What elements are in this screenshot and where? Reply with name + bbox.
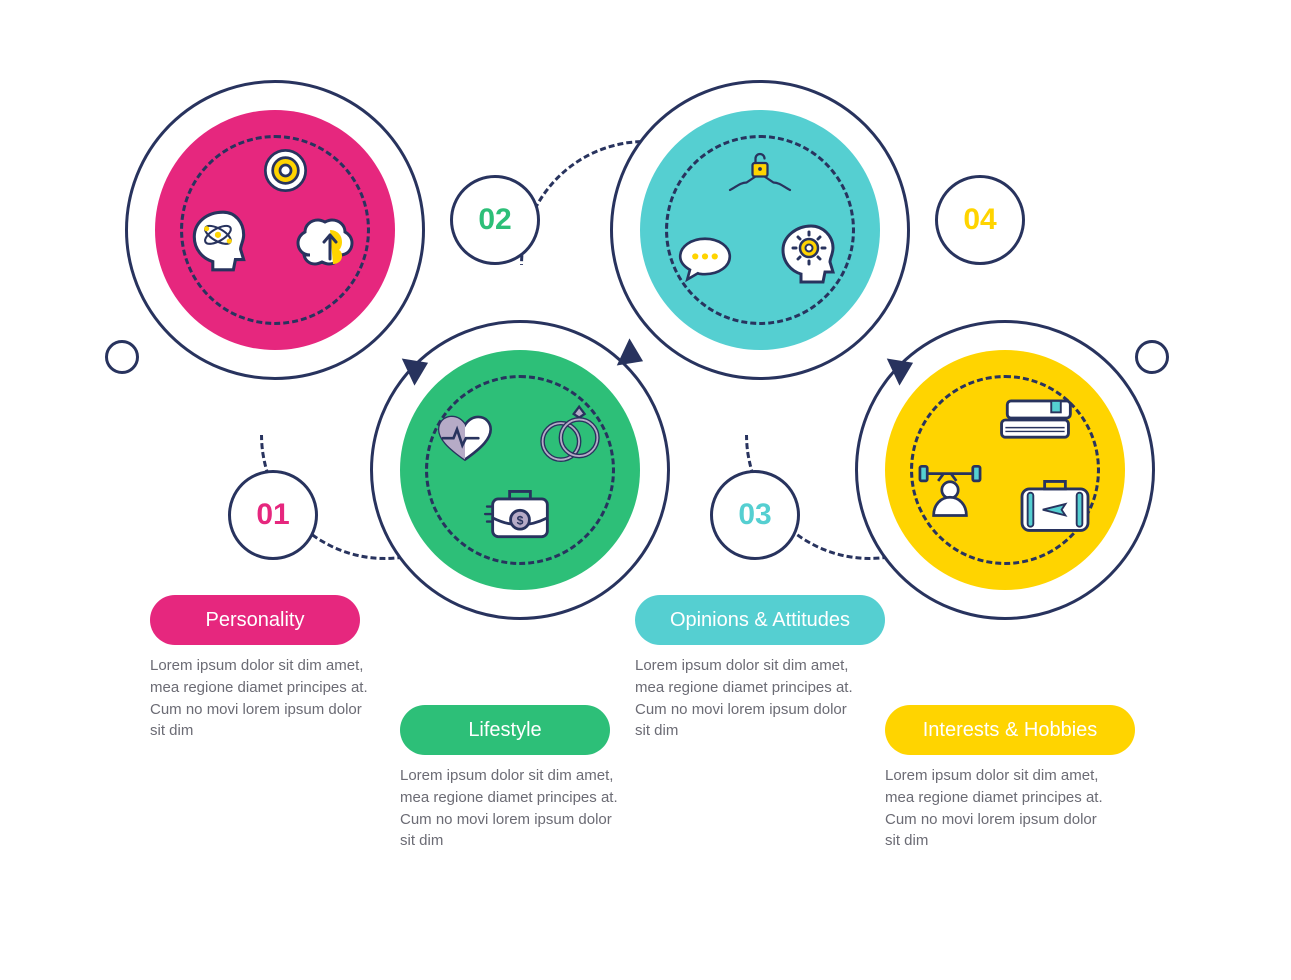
title-pill-4: Interests & Hobbies — [885, 705, 1135, 755]
end-dot-1 — [105, 340, 139, 374]
end-dot-4 — [1135, 340, 1169, 374]
num-badge-4: 04 — [935, 175, 1025, 265]
num-badge-1: 01 — [228, 470, 318, 560]
title-pill-1: Personality — [150, 595, 360, 645]
briefcase-money-icon: $ — [475, 475, 565, 555]
head-atom-icon — [175, 200, 265, 280]
desc-text-4: Lorem ipsum dolor sit dim amet, mea regi… — [885, 765, 1105, 852]
desc-text-3: Lorem ipsum dolor sit dim amet, mea regi… — [635, 655, 855, 742]
title-pill-3: Opinions & Attitudes — [635, 595, 885, 645]
suitcase-plane-icon — [1010, 465, 1100, 545]
head-gear-icon — [765, 215, 855, 295]
hands-lock-icon — [715, 135, 805, 215]
svg-text:$: $ — [517, 513, 524, 527]
desc-text-1: Lorem ipsum dolor sit dim amet, mea regi… — [150, 655, 370, 742]
desc-text-2: Lorem ipsum dolor sit dim amet, mea regi… — [400, 765, 620, 852]
speech-dots-icon — [660, 220, 750, 300]
title-pill-2: Lifestyle — [400, 705, 610, 755]
heart-pulse-icon — [420, 400, 510, 480]
rings-icon — [525, 395, 615, 475]
connector-arrow — [621, 342, 647, 371]
brain-arrow-icon — [285, 210, 375, 290]
books-icon — [990, 380, 1080, 460]
target-icon — [240, 130, 330, 210]
num-badge-2: 02 — [450, 175, 540, 265]
num-badge-3: 03 — [710, 470, 800, 560]
barbell-person-icon — [905, 450, 995, 530]
infographic-stage: 01 Personality Lorem ipsum dolor sit dim a… — [0, 0, 1291, 980]
